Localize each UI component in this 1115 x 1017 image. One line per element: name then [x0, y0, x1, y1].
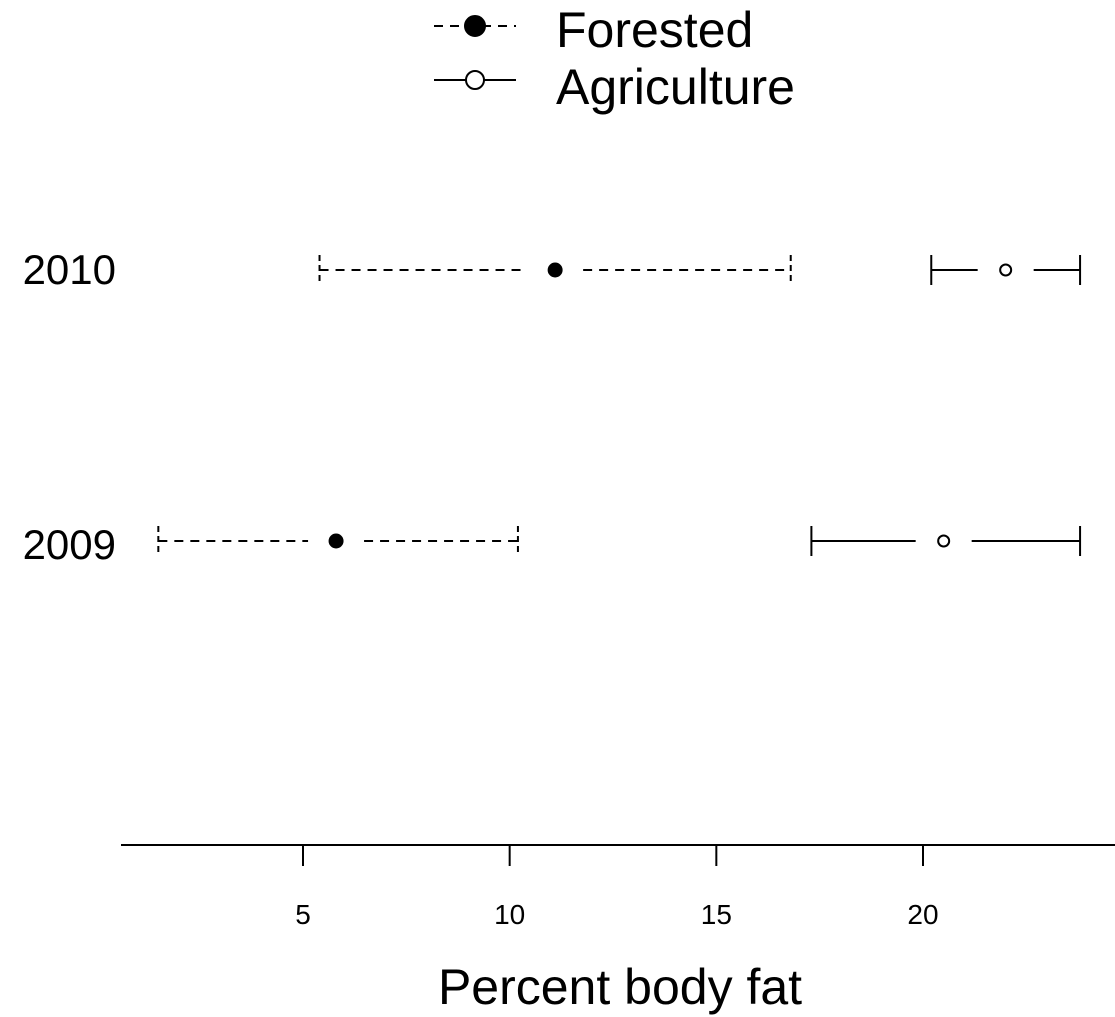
x-tick-label-20: 20: [907, 899, 938, 930]
x-axis: 5 10 15 20 Percent body fat: [121, 844, 1115, 1015]
category-labels: 2010 2009: [23, 246, 116, 568]
x-tick-label-10: 10: [494, 899, 525, 930]
point-forested-2009: [328, 533, 344, 549]
legend-label-forested: Forested: [556, 2, 753, 58]
category-label-2010: 2010: [23, 246, 116, 293]
point-agriculture-2010: [999, 263, 1013, 277]
legend-marker-forested: [464, 15, 486, 37]
legend-item-forested: Forested: [434, 2, 753, 58]
category-label-2009: 2009: [23, 521, 116, 568]
legend: Forested Agriculture: [434, 2, 795, 115]
x-tick-label-15: 15: [701, 899, 732, 930]
legend-item-agriculture: Agriculture: [434, 59, 795, 115]
point-forested-2010: [547, 262, 563, 278]
data-marks: [157, 255, 1082, 556]
legend-label-agriculture: Agriculture: [556, 59, 795, 115]
x-axis-label: Percent body fat: [438, 959, 802, 1015]
x-tick-label-5: 5: [295, 899, 311, 930]
point-agriculture-2009: [937, 534, 951, 548]
x-axis-ticks: 5 10 15 20: [295, 845, 939, 930]
legend-marker-agriculture: [465, 70, 485, 90]
